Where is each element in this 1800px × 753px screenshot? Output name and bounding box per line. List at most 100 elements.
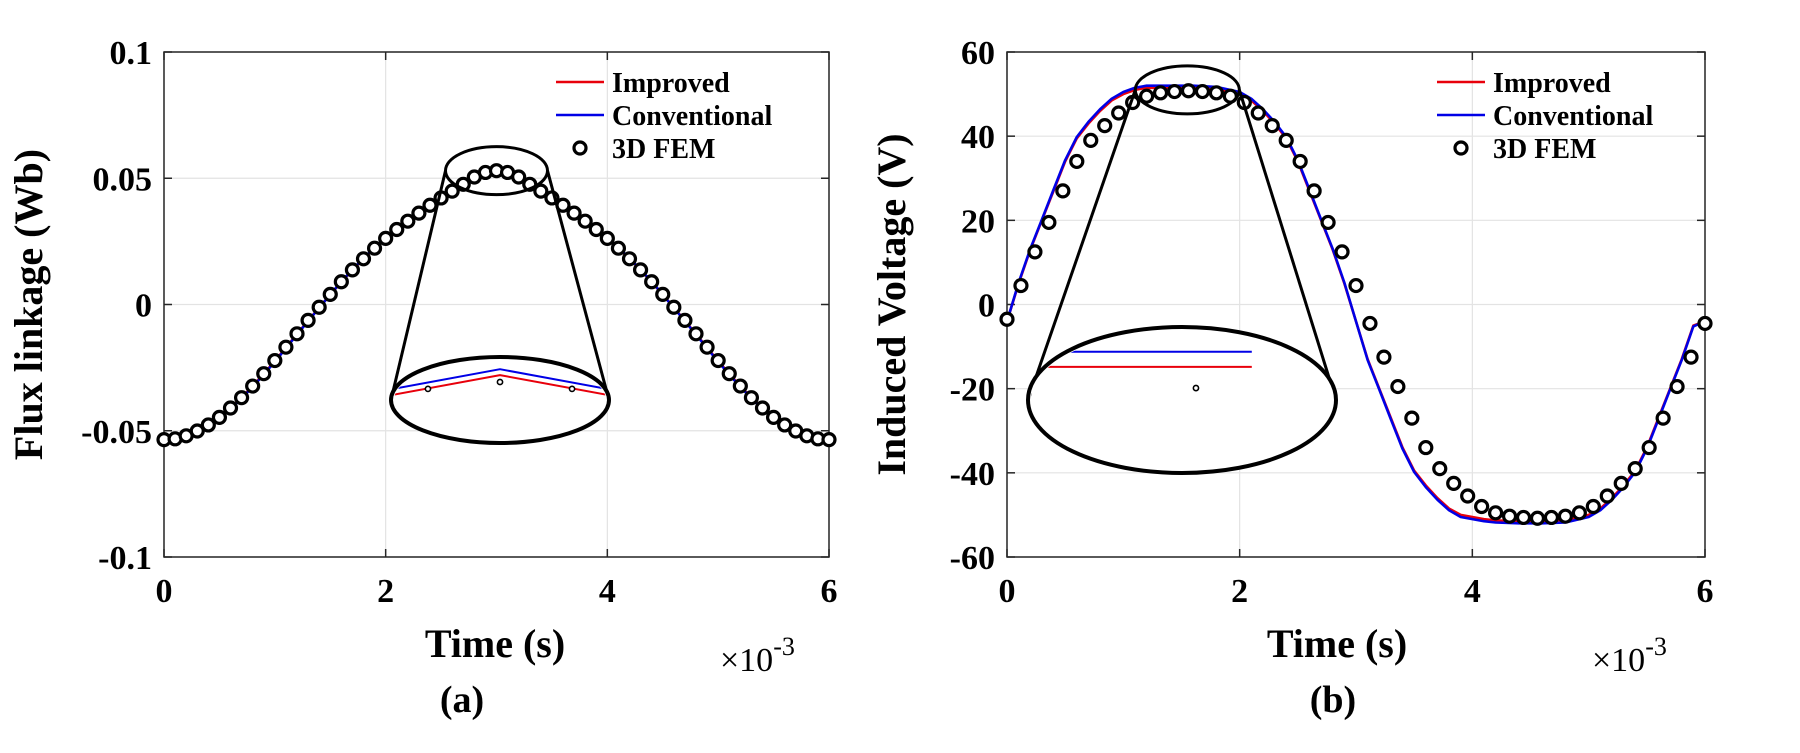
series-3d-fem-point (322, 286, 338, 302)
series-3d-fem-point (1111, 105, 1127, 121)
series-3d-fem-point (1557, 508, 1574, 524)
legend-label-conventional: Conventional (612, 101, 772, 132)
series-3d-fem-point (999, 311, 1015, 327)
series-3d-fem-point (1599, 488, 1615, 504)
y-tick-label: 40 (961, 119, 995, 156)
series-3d-fem-point (1027, 244, 1043, 260)
x-tick-label: 0 (156, 573, 173, 610)
y-tick-label: -0.05 (81, 414, 152, 451)
series-3d-fem-point (1306, 183, 1322, 199)
series-3d-fem-point (821, 431, 837, 448)
legend-label-improved: Improved (612, 68, 730, 99)
zoom-connector-left (389, 170, 447, 401)
series-3d-fem-point (721, 366, 737, 382)
y-tick-label: 0 (135, 288, 152, 325)
series-3d-fem-point (588, 221, 604, 238)
series-3d-fem-point (400, 213, 416, 229)
series-3d-fem-point (1474, 498, 1490, 515)
series-3d-fem-point (1041, 214, 1057, 231)
series-3d-fem-point (688, 326, 704, 342)
x-tick-label: 4 (1464, 573, 1481, 610)
series-3d-fem-point (1446, 475, 1462, 491)
zoom-series-3d-fem-point (1361, 392, 1366, 397)
series-3d-fem-point (1055, 183, 1071, 199)
series-3d-fem-point (411, 205, 427, 221)
chart-panel-a: -0.1 -0.05 0 0.05 0.1 0 2 4 6 ImprovedConventio… (6, 35, 838, 721)
series-3d-fem-point (1166, 83, 1183, 100)
series-3d-fem-point (732, 378, 748, 394)
x-tick-label: 2 (377, 573, 394, 610)
series-3d-fem-point (1585, 498, 1601, 515)
series-3d-fem-point (1194, 83, 1211, 100)
series-3d-fem-point (378, 230, 394, 246)
series-3d-fem-point (1097, 118, 1113, 134)
x-axis-label-a: Time (s) (425, 621, 565, 666)
series-3d-fem-point (1501, 508, 1518, 524)
series-3d-fem-point (577, 213, 593, 229)
series-3d-fem-point (1571, 505, 1587, 521)
series-3d-fem-point (278, 339, 294, 355)
series-3d-fem-point (1376, 349, 1392, 365)
y-tick-label: -20 (950, 372, 995, 409)
zoom-connector-left (1026, 89, 1137, 401)
series-3d-fem-point (233, 390, 250, 406)
legend-label-conventional: Conventional (1493, 101, 1653, 132)
series-group-a (156, 163, 837, 448)
series-3d-fem-point (1292, 153, 1308, 170)
y-tick-label: -40 (950, 456, 995, 493)
series-3d-fem-point (1320, 214, 1336, 231)
x-axis-label-b: Time (s) (1267, 621, 1407, 666)
zoom-series-3d-fem-point (641, 404, 646, 409)
series-3d-fem-point (1460, 488, 1476, 504)
y-tick-label: -0.1 (98, 540, 152, 577)
series-3d-fem-point (610, 240, 627, 256)
series-3d-fem-point (211, 409, 228, 425)
chart-panel-b: -60 -40 -20 0 20 40 60 0 2 4 6 ImprovedConvention… (869, 35, 1714, 721)
y-tick-labels-a: -0.1 -0.05 0 0.05 0.1 (81, 35, 829, 577)
y-axis-label-b: Induced Voltage (V) (869, 133, 914, 475)
x-multiplier-base-a: ×10 (720, 642, 773, 679)
series-3d-fem-point (389, 221, 405, 238)
series-3d-fem-point (1487, 505, 1504, 521)
x-multiplier-exp-a: -3 (773, 632, 795, 661)
series-group-b (999, 83, 1713, 526)
series-3d-fem-point (300, 312, 316, 329)
series-3d-fem-point (200, 417, 216, 433)
series-3d-fem-point (1543, 509, 1560, 526)
series-3d-fem-point (1655, 410, 1671, 426)
zoom-connector-right (1237, 89, 1338, 401)
series-3d-fem-point (267, 352, 283, 369)
y-axis-label-a: Flux linkage (Wb) (6, 149, 51, 460)
series-3d-fem-point (1013, 277, 1029, 294)
zoom-series-improved-line (394, 374, 606, 403)
series-3d-fem-point (1418, 439, 1434, 456)
zoom-inset-a (389, 145, 646, 445)
series-3d-fem-point (1250, 105, 1266, 121)
zoom-series-3d-fem-point (568, 385, 576, 393)
series-3d-fem-point (765, 409, 782, 425)
series-3d-fem-point (1515, 509, 1532, 526)
series-3d-fem-point (655, 286, 671, 302)
legend-label-3d-fem: 3D FEM (612, 134, 715, 165)
x-tick-labels-b: 0 2 4 6 (999, 52, 1714, 610)
x-tick-label: 0 (999, 573, 1016, 610)
zoom-connector-right (546, 170, 611, 401)
y-tick-label: 20 (961, 203, 995, 240)
zoom-series-3d-fem-point (1192, 384, 1200, 392)
zoom-content (394, 368, 646, 409)
series-3d-fem-point (1390, 378, 1406, 395)
zoom-series-3d-fem-point (496, 378, 504, 386)
series-3d-fem-point (1404, 410, 1420, 426)
series-3d-fem-point (1138, 88, 1155, 104)
series-3d-fem-point (366, 240, 383, 256)
series-3d-fem-point (677, 312, 693, 329)
series-3d-fem-point (1683, 349, 1699, 365)
series-3d-fem-point (189, 423, 205, 439)
series-3d-fem-point (344, 262, 361, 278)
x-tick-label: 6 (821, 573, 838, 610)
series-3d-fem-point (599, 230, 615, 246)
series-3d-fem-point (311, 299, 327, 315)
x-multiplier-exp-b: -3 (1645, 632, 1667, 661)
series-3d-fem-point (1348, 277, 1364, 294)
